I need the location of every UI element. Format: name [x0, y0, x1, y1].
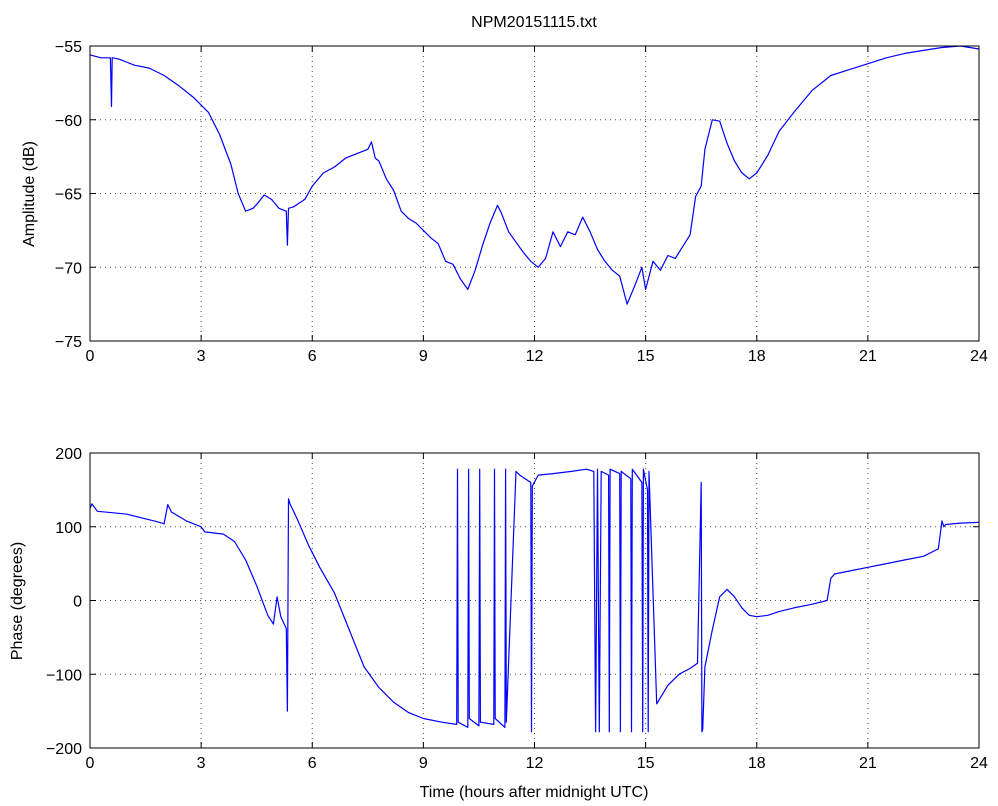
amp-x-tick-label: 12	[526, 348, 544, 365]
phase-x-tick-label: 12	[526, 755, 544, 772]
phase-y-tick-label: −200	[46, 741, 82, 758]
phase-y-axis-label: Phase (degrees)	[9, 542, 26, 660]
amp-y-tick-label: −60	[55, 113, 82, 130]
phase-y-tick-label: 100	[55, 520, 82, 537]
amp-x-tick-label: 6	[308, 348, 317, 365]
phase-x-tick-label: 18	[748, 755, 766, 772]
amp-x-tick-label: 18	[748, 348, 766, 365]
phase-x-tick-label: 9	[419, 755, 428, 772]
amp-x-tick-label: 9	[419, 348, 428, 365]
amp-y-tick-label: −55	[55, 39, 82, 56]
phase-plot: 0 3 6 9 12 15 18 21 24 −200 −100 0 100 200	[46, 446, 988, 772]
amp-y-tick-label: −65	[55, 187, 82, 204]
amp-series-line	[89, 45, 980, 305]
phase-y-tick-label: 0	[73, 594, 82, 611]
phase-x-tick-label: 15	[637, 755, 655, 772]
amp-y-tick-label: −75	[55, 334, 82, 351]
amp-x-tick-label: 21	[859, 348, 877, 365]
amplitude-plot: 0 3 6 9 12 15 18 21 24 −75 −70 −65 −60 −55	[55, 39, 988, 365]
chart-title: NPM20151115.txt	[471, 14, 597, 31]
phase-x-tick-label: 0	[86, 755, 95, 772]
phase-x-tick-label: 21	[859, 755, 877, 772]
amp-x-tick-label: 24	[970, 348, 988, 365]
phase-y-tick-label: 200	[55, 446, 82, 463]
phase-x-tick-label: 6	[308, 755, 317, 772]
amp-x-tick-label: 3	[197, 348, 206, 365]
phase-x-tick-label: 24	[970, 755, 988, 772]
amplitude-y-axis-label: Amplitude (dB)	[21, 141, 38, 247]
phase-x-tick-label: 3	[197, 755, 206, 772]
amp-y-tick-label: −70	[55, 260, 82, 277]
amp-x-tick-label: 15	[637, 348, 655, 365]
phase-series-line	[89, 468, 980, 733]
amp-x-tick-label: 0	[86, 348, 95, 365]
phase-y-tick-label: −100	[46, 667, 82, 684]
x-axis-label: Time (hours after midnight UTC)	[420, 784, 649, 801]
